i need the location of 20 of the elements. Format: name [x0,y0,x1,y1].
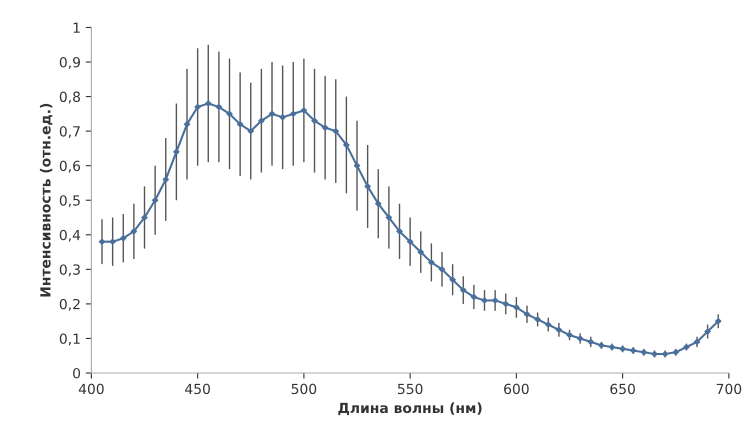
x-tick-label: 650 [610,384,635,394]
y-tick-label: 0,5 [60,195,80,208]
y-tick-label: 0,1 [60,333,80,346]
y-tick-label: 0,9 [60,56,80,69]
y-tick-label: 0,6 [60,160,80,173]
y-tick-label: 0,2 [60,298,80,311]
x-tick-label: 400 [78,384,104,394]
x-tick-label: 550 [398,384,422,394]
x-tick-label: 450 [185,384,210,394]
y-tick-label: 1 [74,22,80,33]
y-tick-label: 0 [73,368,80,378]
x-tick-label: 700 [716,384,742,394]
y-tick-label: 0,7 [60,126,80,138]
x-tick-label: 500 [292,384,316,394]
y-tick-label: 0,3 [60,264,80,276]
x-axis-title: Длина волны (нм) [338,402,482,416]
x-tick-label: 600 [504,384,529,394]
y-axis-title: Интенсивность (отн.ед.) [40,104,52,297]
y-tick-label: 0,8 [60,92,80,104]
y-tick-label: 0,4 [60,230,80,242]
